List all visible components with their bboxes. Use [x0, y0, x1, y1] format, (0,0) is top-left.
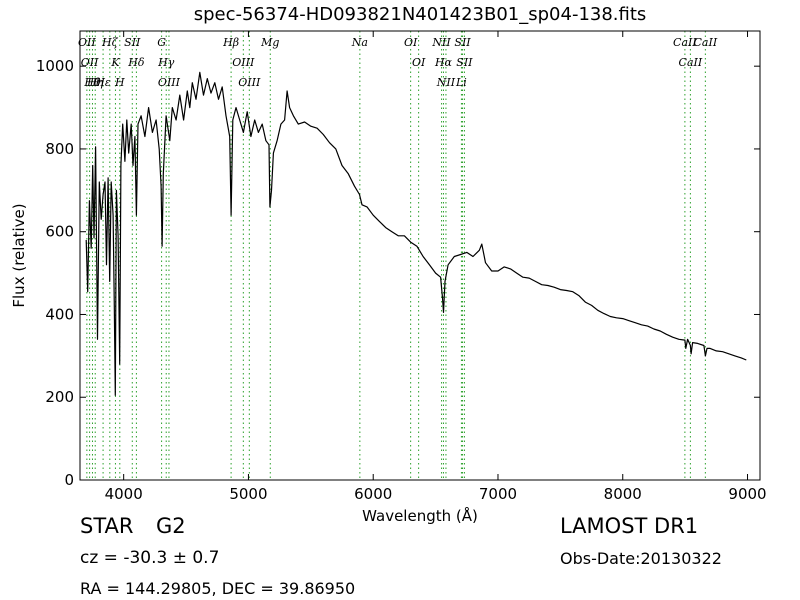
survey-name: LAMOST DR1 [560, 514, 699, 538]
line-markers [86, 31, 706, 480]
y-tick-label: 400 [45, 305, 74, 323]
line-marker-label: OII [81, 56, 99, 69]
y-axis-label: Flux (relative) [10, 203, 28, 307]
line-marker-label: Hε [94, 76, 111, 89]
x-tick-label: 4000 [105, 485, 143, 503]
x-tick-label: 6000 [354, 485, 392, 503]
line-marker-label: Hα [434, 56, 453, 69]
line-marker-label: OIII [238, 76, 261, 89]
line-marker-label: CaII [679, 56, 703, 69]
line-marker-label: CaII [673, 36, 697, 49]
line-marker-label: Hδ [127, 56, 145, 69]
plot-frame [79, 30, 761, 481]
x-tick-label: 8000 [604, 485, 642, 503]
object-subclass: G2 [156, 514, 186, 538]
line-marker-label: Mg [260, 36, 279, 49]
line-marker-label: OI [412, 56, 426, 69]
y-tick-label: 1000 [36, 57, 74, 75]
line-marker-label: OII [78, 36, 96, 49]
line-marker-label: SII [456, 56, 473, 69]
line-marker-label: Li [455, 76, 467, 89]
y-tick-label: 0 [64, 471, 74, 489]
line-marker-label: SII [124, 36, 141, 49]
x-tick-label: 5000 [229, 485, 267, 503]
coordinates: RA = 144.29805, DEC = 39.86950 [80, 579, 356, 598]
line-marker-label: OIII [158, 76, 181, 89]
line-marker-label: Hζ [101, 36, 119, 49]
spectrum-line [85, 71, 747, 396]
observation-date: Obs-Date:20130322 [560, 549, 722, 568]
x-axis-label: Wavelength (Å) [362, 506, 478, 525]
line-marker-label: Na [351, 36, 368, 49]
x-tick-label: 7000 [479, 485, 517, 503]
redshift-value: cz = -30.3 ± 0.7 [80, 548, 220, 568]
line-marker-label: H [114, 76, 125, 89]
y-tick-label: 200 [45, 388, 74, 406]
line-marker-label: OIII [232, 56, 255, 69]
line-marker-label: OI [404, 36, 418, 49]
line-marker-label: Hγ [157, 56, 175, 69]
chart-title: spec-56374-HD093821N401423B01_sp04-138.f… [193, 4, 647, 25]
line-marker-label: SII [454, 36, 471, 49]
y-tick-label: 600 [45, 223, 74, 241]
y-tick-label: 800 [45, 140, 74, 158]
x-tick-label: 9000 [728, 485, 766, 503]
axis-ticks: 4000 5000 6000 7000 8000 9000 0 200 400 600 800 100… [36, 31, 767, 503]
line-marker-label: NII [431, 36, 451, 49]
line-marker-label: CaII [694, 36, 718, 49]
line-marker-label: G [157, 36, 166, 49]
line-marker-label: Hβ [222, 36, 239, 49]
line-marker-label: K [110, 56, 120, 69]
line-marker-label: Hθ [83, 76, 101, 89]
line-marker-label: NII [436, 76, 456, 89]
object-type: STAR [80, 514, 134, 538]
line-marker-label: Hη [86, 76, 104, 89]
